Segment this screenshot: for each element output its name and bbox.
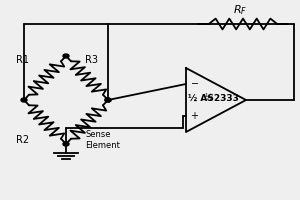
Circle shape [63,54,69,58]
Text: +: + [190,111,199,121]
Text: ½: ½ [205,94,216,102]
Text: Sense
Element: Sense Element [85,130,120,150]
Circle shape [105,98,111,102]
Circle shape [105,98,111,102]
Text: $R_F$: $R_F$ [233,3,247,17]
Circle shape [63,142,69,146]
Text: R2: R2 [16,135,29,145]
Text: R3: R3 [85,55,98,65]
Text: ½ AS2333: ½ AS2333 [188,94,238,102]
Text: −: − [190,79,199,89]
Circle shape [21,98,27,102]
Text: R1: R1 [16,55,29,65]
